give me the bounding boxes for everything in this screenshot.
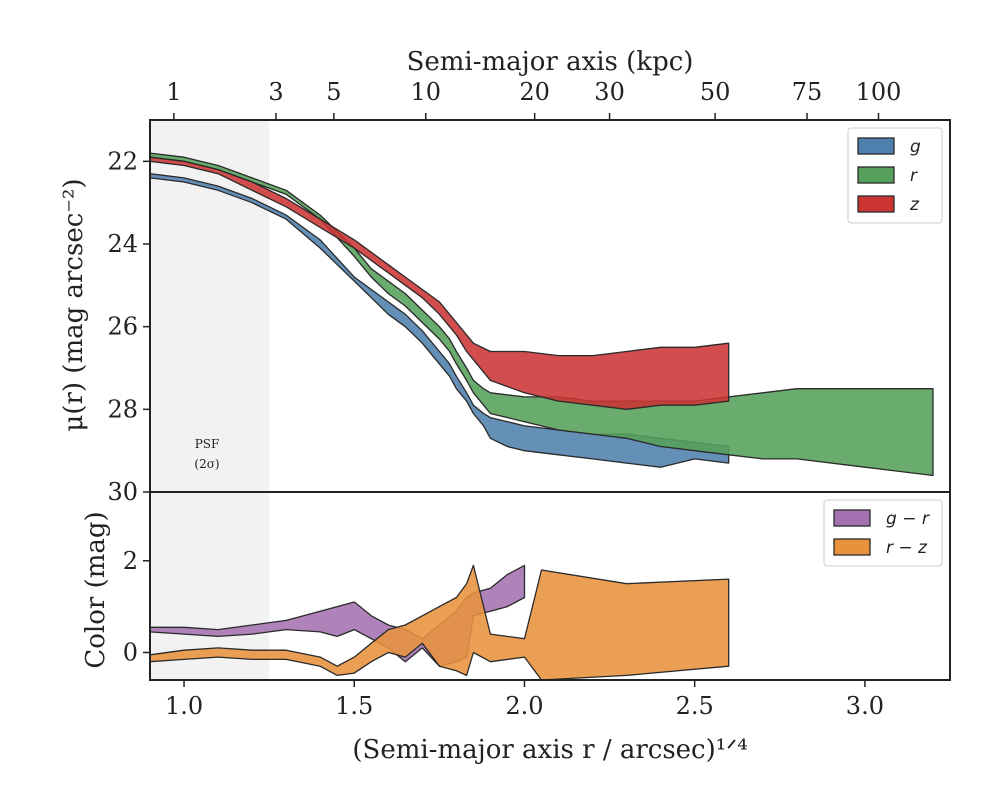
x-tick-label: 2.5 [676,692,714,720]
legend-label: z [909,195,920,215]
legend-label: r [910,166,918,186]
band-r [149,152,934,477]
legend-label: g − r [886,509,930,529]
band-rz [149,564,730,681]
y-tick-label: 30 [107,478,138,506]
legend-swatch [857,166,895,184]
top-x-tick-label: 20 [519,78,550,106]
top-x-tick-label: 1 [166,78,181,106]
band-g [149,173,730,468]
y-tick-label: 28 [107,395,138,423]
psf-label-line2: (2σ) [194,457,219,471]
x-tick-label: 1.5 [335,692,373,720]
top-y-axis-title: μ(r) (mag arcsec⁻²) [59,178,89,431]
top-x-tick-label: 10 [410,78,441,106]
legend-swatch [833,509,871,527]
bottom-y-axis-title: Color (mag) [81,511,111,668]
y-tick-label: 0 [123,638,138,666]
band-z [149,156,730,410]
x-tick-label: 1.0 [165,692,203,720]
y-tick-label: 24 [107,230,138,258]
y-tick-label: 26 [107,313,138,341]
y-tick-label: 2 [123,547,138,575]
top-x-tick-label: 100 [856,78,902,106]
surface-brightness-bands [149,152,934,477]
top-x-tick-label: 50 [700,78,731,106]
legend-swatch [857,195,895,213]
x-tick-label: 2.0 [505,692,543,720]
top-x-tick-label: 5 [326,78,341,106]
y-tick-label: 22 [107,147,138,175]
x-tick-label: 3.0 [846,692,884,720]
legend-label: r − z [886,538,928,558]
top-x-tick-label: 75 [792,78,823,106]
legend-swatch [833,538,871,556]
legend-label: g [910,137,921,157]
legend-bottom: g − r r − z [823,499,943,567]
axis-ticks: 22 24 26 28 30 1 3 5 10 20 30 50 75 100 0 2 1.0 1.5 2.0 2.5… [107,78,901,720]
psf-label-line1: PSF [195,437,220,451]
top-x-tick-label: 30 [594,78,625,106]
legend-top: grz [847,127,943,224]
bottom-x-axis-title: (Semi-major axis r / arcsec)¹ᐟ⁴ [352,735,747,765]
top-x-tick-label: 3 [268,78,283,106]
legend-swatch [857,137,895,155]
bottom-panel-frame [149,491,951,681]
color-bands [149,564,730,681]
top-x-axis-title: Semi-major axis (kpc) [407,47,694,77]
